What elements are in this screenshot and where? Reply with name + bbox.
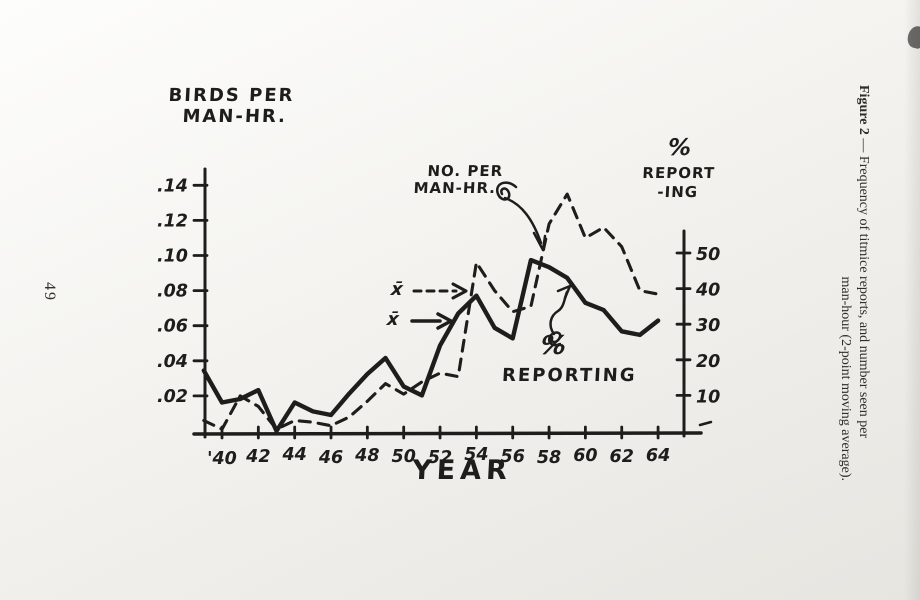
x-tick-label: 42 xyxy=(245,447,270,467)
figure-caption: Figure 2 — Frequency of titmice reports,… xyxy=(834,85,872,481)
right-axis-title-line3: -ING xyxy=(656,183,699,202)
x-tick-label: 56 xyxy=(501,447,525,467)
curl-icon xyxy=(547,331,562,347)
series-line-no-per-man-hr xyxy=(202,192,660,431)
annotation-arrows xyxy=(410,181,572,347)
caption-line2: man-hour (2-point moving average). xyxy=(838,276,853,482)
x-tick-label: 64 xyxy=(646,446,670,466)
x-tick-label: '40 xyxy=(207,449,237,469)
x-tick-label: 48 xyxy=(354,446,379,466)
x-tick-label: 60 xyxy=(573,446,597,466)
percent-icon: % xyxy=(667,135,693,161)
curl-icon xyxy=(495,181,518,201)
x-axis-title: YEAR xyxy=(411,455,513,486)
arrowhead-icon xyxy=(451,282,468,300)
x-tick-label: 54 xyxy=(464,445,488,465)
left-axis-title-line2: MAN-HR. xyxy=(181,105,288,127)
right-axis-tick-label: 50 xyxy=(696,245,720,265)
x-tick-label: 44 xyxy=(282,445,307,465)
right-axis-title-line2: REPORT xyxy=(641,163,716,182)
pct-reporting-callout-arrow xyxy=(547,284,572,347)
caption-line1: Figure 2 — Frequency of titmice reports,… xyxy=(854,85,872,481)
x-tick-label: 58 xyxy=(537,448,561,468)
arrowhead-icon xyxy=(436,312,453,330)
left-axis-title-line1: BIRDS PER xyxy=(168,85,295,106)
no-per-man-hr-callout-arrow xyxy=(495,181,547,252)
arrowhead-icon xyxy=(556,284,572,300)
figure-label: Figure 2 xyxy=(856,85,871,139)
data-series xyxy=(201,192,661,434)
x-tick-label: 50 xyxy=(392,447,416,467)
mean-marker-dashed-arrow xyxy=(412,282,468,300)
right-axis-tick-label: 40 xyxy=(695,281,720,301)
chart-axes xyxy=(192,167,713,439)
mean-symbol-dashed-series: x̄ xyxy=(389,279,404,300)
series-label-reporting: REPORTING xyxy=(501,365,638,386)
series1-label-line1: NO. PER xyxy=(427,162,504,180)
right-axis-title: % REPORT -ING xyxy=(635,134,723,203)
x-tick-label: 52 xyxy=(428,448,452,468)
series-label-percent-symbol: % xyxy=(537,331,569,361)
left-axis-title: BIRDS PER MAN-HR. xyxy=(167,85,295,127)
arrowhead-icon xyxy=(532,231,547,252)
series-label-no-per-man-hr: NO. PER MAN-HR. xyxy=(413,162,504,198)
series1-label-line2: MAN-HR. xyxy=(413,179,497,198)
x-tick-label: 62 xyxy=(610,447,634,467)
mean-symbol-solid-series: x̄ xyxy=(385,309,400,330)
left-axis-tick-label: .10 xyxy=(157,247,188,267)
right-axis-tick-label: 20 xyxy=(696,352,720,372)
caption-line1-text: — Frequency of titmice reports, and numb… xyxy=(856,138,871,439)
series-line-pct-reporting xyxy=(201,257,661,434)
left-axis-tick-label: .14 xyxy=(157,176,188,196)
left-axis-tick-label: .06 xyxy=(157,317,188,337)
right-axis-tick-label: 30 xyxy=(696,316,720,336)
right-axis-tick-label: 10 xyxy=(696,387,720,407)
axis-ticks: '40 42 44 46 48 50 52 54 56 58 60 62 64 .14 .12 .10 .08.… xyxy=(157,176,720,469)
left-axis-tick-label: .12 xyxy=(157,211,188,231)
x-tick-label: 46 xyxy=(318,448,343,468)
mean-marker-solid-arrow xyxy=(410,312,453,330)
x-axis-line xyxy=(192,431,703,436)
left-axis-tick-label: .02 xyxy=(157,387,188,407)
left-axis-tick-label: .08 xyxy=(157,282,188,302)
stray-pen-mark xyxy=(698,420,713,427)
left-axis-tick-label: .04 xyxy=(157,352,188,372)
